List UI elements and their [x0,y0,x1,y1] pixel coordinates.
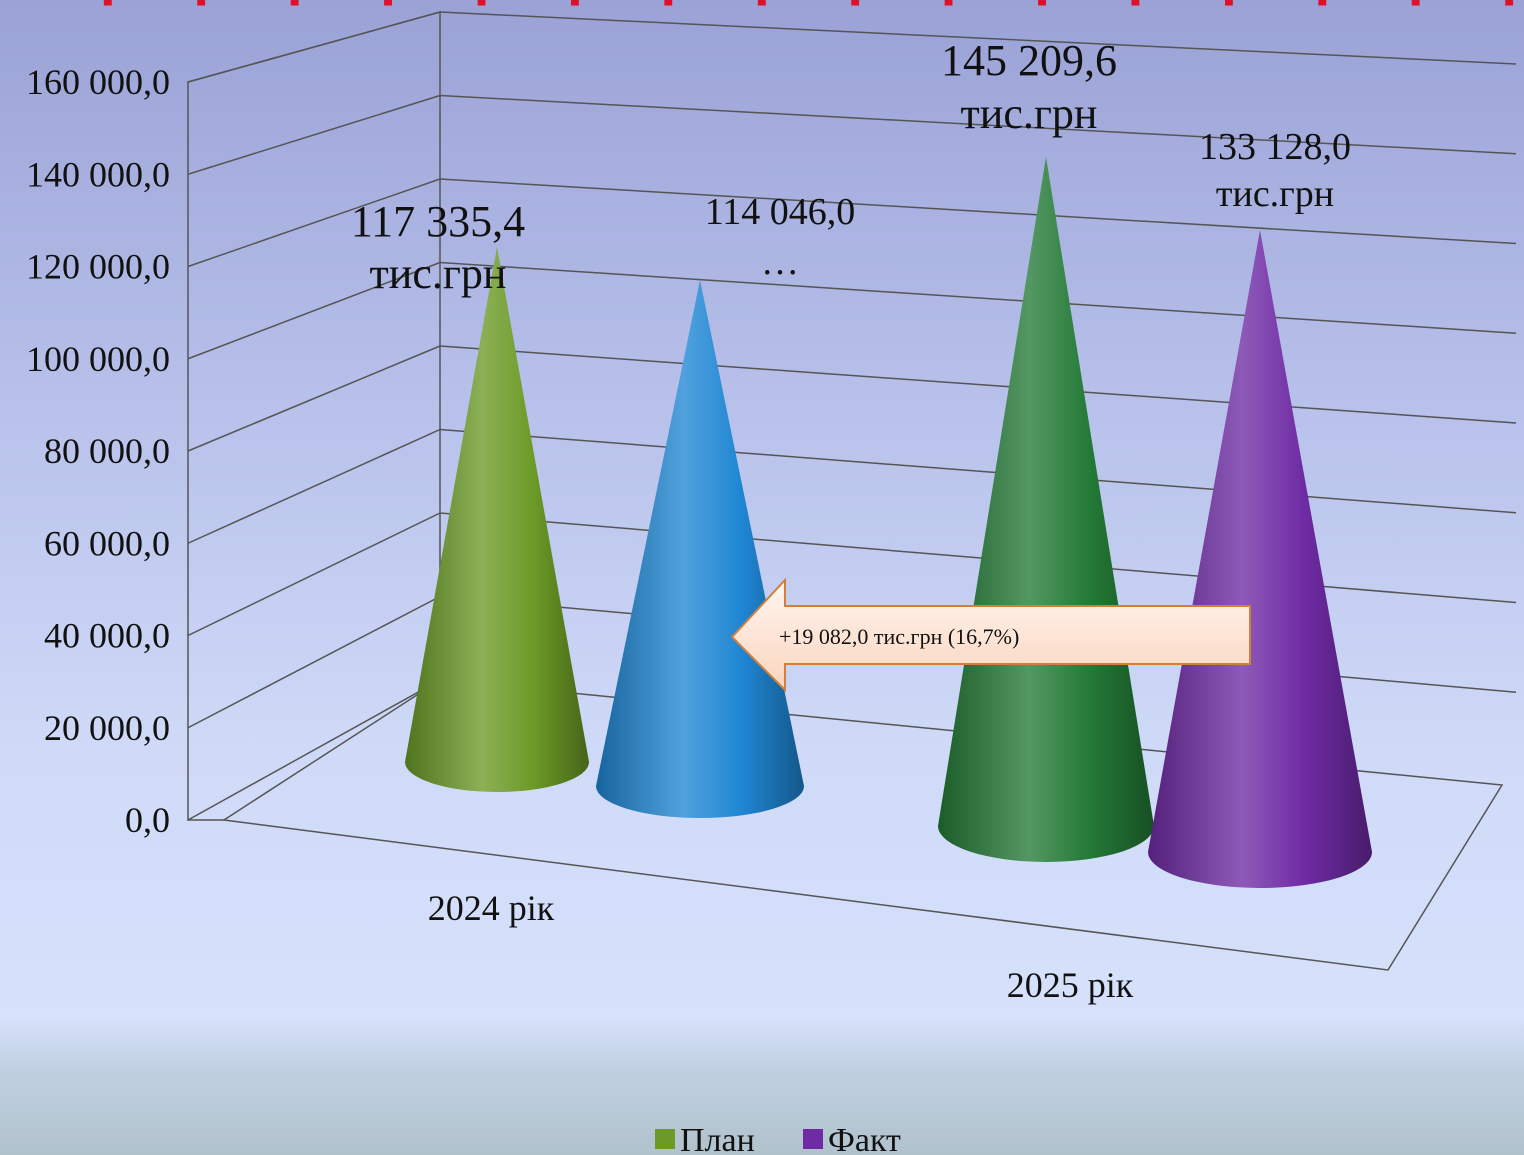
growth-callout: +19 082,0 тис.грн (16,7%) [730,577,1251,693]
y-tick-label: 40 000,0 [44,616,170,656]
data-label-unit: тис.грн [1216,173,1334,215]
gridline-wall [187,94,441,175]
cone-факт-1 [596,280,804,818]
legend-swatch [803,1129,823,1149]
gridline-wall [187,595,441,729]
gridline-back [439,428,1517,514]
gridline-back [439,94,1517,155]
data-label-unit: тис.грн [961,89,1098,138]
data-label-unit: тис.грн [370,249,507,298]
gridline-wall [187,428,441,544]
gridline-back [439,11,1517,65]
gridline-wall [187,11,441,83]
gridline-wall [187,178,441,268]
legend-label: Факт [828,1122,901,1155]
chart-title-fragment: · · · · · · · · · · · · · · · · [100,0,1520,32]
gridline-back [439,512,1517,604]
gridline-wall [187,512,441,637]
y-tick-label: 0,0 [125,800,170,840]
data-label-value: 133 128,0 [1199,126,1351,168]
y-tick-label: 100 000,0 [26,339,170,379]
category-label: 2025 рік [1007,965,1134,1005]
legend: План Факт [655,1122,901,1155]
cone-план-1 [405,247,589,792]
data-label-unit: … [761,241,799,283]
y-tick-label: 80 000,0 [44,431,170,471]
y-tick-label: 60 000,0 [44,523,170,563]
data-label-value: 145 209,6 [941,36,1117,85]
category-label: 2024 рік [428,888,555,928]
floor [221,679,1504,971]
data-label-value: 114 046,0 [705,191,856,233]
y-axis-ticks: 0,0 20 000,0 40 000,0 60 000,0 80 000,0 100 0… [26,62,170,840]
legend-label: План [680,1122,755,1155]
category-labels: 2024 рік 2025 рік [428,888,1134,1005]
cone-план-2 [938,157,1154,862]
legend-swatch [655,1129,675,1149]
data-label-value: 117 335,4 [351,197,525,246]
y-tick-label: 20 000,0 [44,708,170,748]
left-wall [187,11,441,822]
gridline-wall [187,261,441,360]
gridline-back [439,345,1517,424]
y-tick-label: 120 000,0 [26,247,170,287]
gridline-back [439,261,1517,334]
cones [405,157,1372,888]
cone-факт-2 [1148,230,1372,888]
y-tick-label: 140 000,0 [26,154,170,194]
y-tick-label: 160 000,0 [26,62,170,102]
gridline-wall [187,345,441,452]
growth-annotation: +19 082,0 тис.грн (16,7%) [779,624,1019,649]
gridline-back [439,178,1517,245]
growth-arrow [730,577,1251,693]
